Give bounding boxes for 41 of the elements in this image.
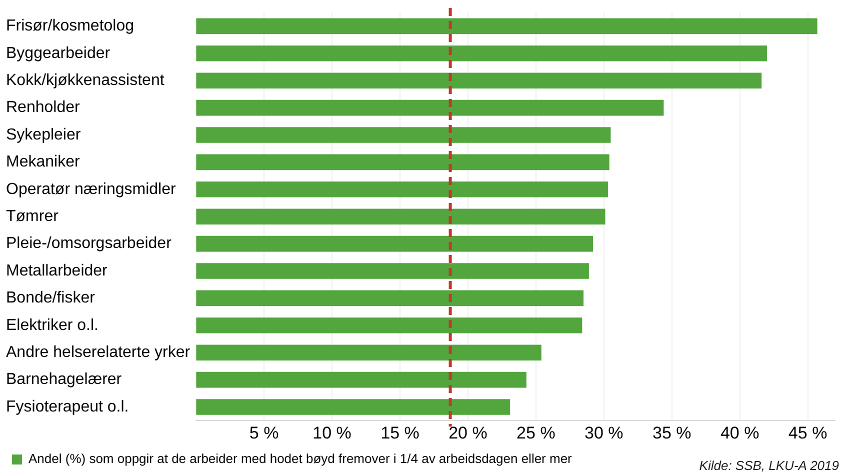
y-tick-label: Byggearbeider bbox=[6, 44, 111, 62]
y-tick-label: Metallarbeider bbox=[6, 262, 108, 280]
y-tick-label: Barnehagelærer bbox=[6, 371, 122, 388]
y-tick-label: Mekaniker bbox=[6, 154, 80, 171]
bar bbox=[196, 182, 608, 198]
y-tick-label: Fysioterapeut o.l. bbox=[6, 398, 129, 416]
bar bbox=[196, 208, 606, 224]
y-tick-label: Tømrer bbox=[6, 208, 60, 226]
bar bbox=[196, 100, 664, 116]
bar bbox=[196, 399, 510, 415]
x-tick-label: 15 % bbox=[380, 423, 420, 442]
bar bbox=[196, 318, 582, 334]
y-tick-label: Frisør/kosmetolog bbox=[6, 18, 134, 35]
y-tick-label: Elektriker o.l. bbox=[6, 316, 98, 334]
bar bbox=[196, 290, 584, 306]
x-tick-label: 25 % bbox=[516, 423, 556, 442]
bar bbox=[196, 344, 542, 360]
bar bbox=[196, 372, 526, 388]
bar bbox=[196, 72, 762, 88]
y-tick-label: Sykepleier bbox=[6, 126, 82, 144]
text: Kilde: SSB, LKU-A 2019 bbox=[699, 458, 839, 474]
legend-label: Andel (%) som oppgir at de arbeider med hodet bøyd fremover i 1/4 av arbeidsdagen eller mer bbox=[28, 451, 573, 466]
bar bbox=[196, 263, 589, 279]
x-tick-label: 20 % bbox=[448, 423, 488, 442]
y-tick-label: Andre helserelaterte yrker bbox=[6, 344, 191, 362]
y-tick-label: Operatør næringsmidler bbox=[6, 180, 176, 198]
bar bbox=[196, 236, 594, 252]
bar bbox=[196, 18, 818, 34]
x-tick-label: 35 % bbox=[652, 423, 692, 442]
bar bbox=[196, 154, 610, 170]
y-tick-label: Bonde/fisker bbox=[6, 290, 96, 307]
y-tick-label: Renholder bbox=[6, 99, 80, 116]
y-tick-label: Pleie-/omsorgsarbeider bbox=[6, 235, 172, 252]
x-tick-label: 30 % bbox=[584, 423, 624, 442]
bar bbox=[196, 127, 611, 143]
x-tick-label: 5 % bbox=[249, 423, 279, 442]
y-tick-label: Kokk/kjøkkenassistent bbox=[6, 72, 165, 90]
x-tick-label: 10 % bbox=[312, 423, 352, 442]
bar bbox=[196, 46, 768, 62]
x-tick-label: 45 % bbox=[788, 423, 828, 442]
x-tick-label: 40 % bbox=[720, 423, 760, 442]
